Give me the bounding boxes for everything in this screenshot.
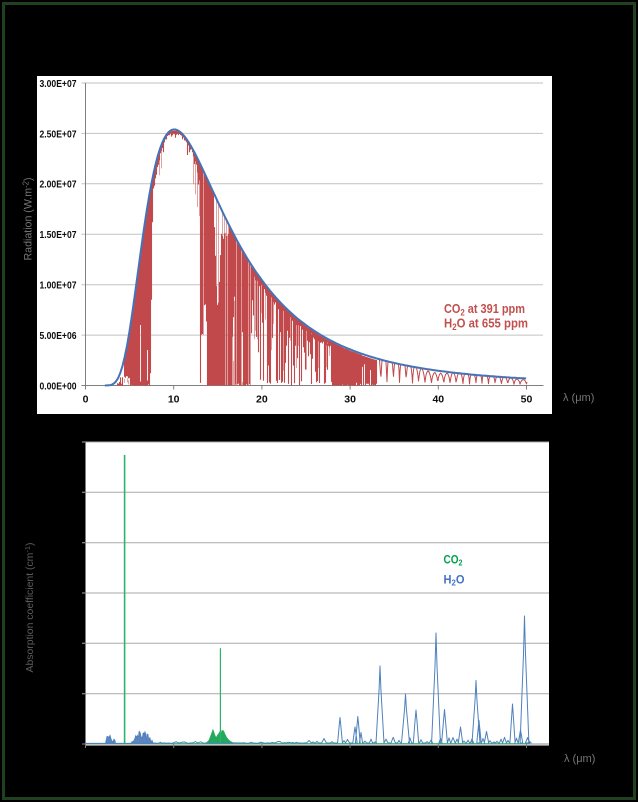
svg-text:2.00E+07: 2.00E+07 xyxy=(40,179,77,191)
svg-text:5.00E+06: 5.00E+06 xyxy=(40,330,77,342)
svg-text:H2O: H2O xyxy=(444,573,465,588)
svg-text:λ (μm): λ (μm) xyxy=(564,753,595,765)
svg-text:20: 20 xyxy=(256,394,268,406)
svg-text:30: 30 xyxy=(344,394,356,406)
svg-text:Absorption coefficient (cm-1): Absorption coefficient (cm-1) xyxy=(23,543,36,673)
svg-text:H2O at 655 ppm: H2O at 655 ppm xyxy=(444,316,528,333)
svg-text:2.50E+07: 2.50E+07 xyxy=(40,128,77,140)
svg-text:1.00E+07: 1.00E+07 xyxy=(40,280,77,292)
svg-text:λ (μm): λ (μm) xyxy=(563,392,594,404)
svg-text:CO2: CO2 xyxy=(444,553,463,568)
svg-text:10: 10 xyxy=(168,394,180,406)
svg-text:CO2 at 391 ppm: CO2 at 391 ppm xyxy=(444,301,525,318)
svg-text:3.00E+07: 3.00E+07 xyxy=(40,78,77,90)
svg-text:Radiation (W.m-2): Radiation (W.m-2) xyxy=(22,178,35,261)
svg-text:40: 40 xyxy=(432,394,444,406)
svg-text:50: 50 xyxy=(521,394,533,406)
svg-text:0.00E+00: 0.00E+00 xyxy=(40,380,77,392)
svg-text:1.50E+07: 1.50E+07 xyxy=(40,229,77,241)
svg-text:0: 0 xyxy=(83,394,89,406)
